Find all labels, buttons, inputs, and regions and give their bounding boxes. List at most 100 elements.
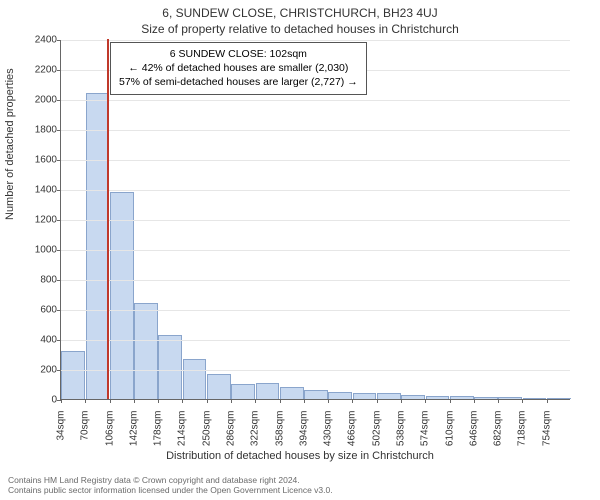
- histogram-bar: [474, 397, 498, 399]
- grid-line: [61, 190, 570, 191]
- grid-line: [61, 250, 570, 251]
- y-tick-label: 2000: [35, 95, 57, 106]
- y-tick-mark: [57, 190, 61, 191]
- chart-title-main: 6, SUNDEW CLOSE, CHRISTCHURCH, BH23 4UJ: [0, 0, 600, 20]
- y-tick-label: 1600: [35, 155, 57, 166]
- y-tick-mark: [57, 340, 61, 341]
- x-tick-label: 142sqm: [128, 411, 139, 447]
- histogram-bar: [328, 392, 352, 400]
- y-tick-mark: [57, 100, 61, 101]
- y-tick-label: 400: [40, 335, 57, 346]
- histogram-bar: [353, 393, 377, 399]
- footer-line2: Contains public sector information licen…: [8, 485, 333, 496]
- x-tick-mark: [280, 399, 281, 403]
- histogram-bar: [401, 395, 425, 400]
- y-tick-mark: [57, 160, 61, 161]
- x-tick-label: 646sqm: [468, 411, 479, 447]
- x-tick-mark: [207, 399, 208, 403]
- x-tick-mark: [328, 399, 329, 403]
- histogram-bar: [280, 387, 304, 399]
- x-tick-mark: [304, 399, 305, 403]
- x-tick-mark: [352, 399, 353, 403]
- x-tick-label: 466sqm: [347, 411, 358, 447]
- y-tick-label: 2200: [35, 65, 57, 76]
- info-callout-box: 6 SUNDEW CLOSE: 102sqm ← 42% of detached…: [110, 42, 367, 95]
- x-tick-mark: [547, 399, 548, 403]
- x-tick-mark: [134, 399, 135, 403]
- x-tick-label: 286sqm: [226, 411, 237, 447]
- x-tick-mark: [158, 399, 159, 403]
- y-axis-label: Number of detached properties: [4, 68, 16, 220]
- footer-attribution: Contains HM Land Registry data © Crown c…: [8, 475, 333, 496]
- x-tick-label: 394sqm: [298, 411, 309, 447]
- grid-line: [61, 130, 570, 131]
- grid-line: [61, 340, 570, 341]
- x-tick-mark: [231, 399, 232, 403]
- histogram-bar: [207, 374, 231, 400]
- histogram-bar: [86, 93, 110, 399]
- y-tick-label: 1200: [35, 215, 57, 226]
- x-tick-label: 430sqm: [323, 411, 334, 447]
- histogram-bar: [183, 359, 207, 400]
- x-tick-label: 502sqm: [371, 411, 382, 447]
- x-tick-mark: [255, 399, 256, 403]
- y-tick-label: 2400: [35, 35, 57, 46]
- y-tick-label: 1400: [35, 185, 57, 196]
- histogram-bar: [498, 397, 522, 399]
- grid-line: [61, 370, 570, 371]
- x-tick-mark: [401, 399, 402, 403]
- y-tick-mark: [57, 40, 61, 41]
- histogram-bar: [231, 384, 255, 399]
- x-tick-label: 718sqm: [517, 411, 528, 447]
- x-tick-mark: [498, 399, 499, 403]
- histogram-bar: [256, 383, 280, 400]
- x-tick-label: 358sqm: [274, 411, 285, 447]
- histogram-bar: [426, 396, 450, 399]
- x-tick-label: 34sqm: [56, 411, 67, 441]
- x-tick-mark: [425, 399, 426, 403]
- x-tick-label: 250sqm: [201, 411, 212, 447]
- histogram-bar: [158, 335, 182, 400]
- histogram-bar: [61, 351, 85, 399]
- y-tick-label: 0: [51, 395, 57, 406]
- y-tick-label: 600: [40, 305, 57, 316]
- grid-line: [61, 310, 570, 311]
- x-tick-mark: [377, 399, 378, 403]
- histogram-bar: [450, 396, 474, 399]
- y-tick-mark: [57, 130, 61, 131]
- x-tick-mark: [85, 399, 86, 403]
- histogram-bar: [304, 390, 328, 399]
- histogram-bar: [523, 398, 547, 400]
- grid-line: [61, 160, 570, 161]
- x-tick-label: 754sqm: [541, 411, 552, 447]
- x-tick-label: 70sqm: [80, 411, 91, 441]
- info-line-larger: 57% of semi-detached houses are larger (…: [119, 75, 358, 89]
- x-tick-label: 214sqm: [177, 411, 188, 447]
- x-tick-label: 538sqm: [396, 411, 407, 447]
- x-tick-label: 682sqm: [493, 411, 504, 447]
- y-tick-mark: [57, 370, 61, 371]
- y-tick-label: 1800: [35, 125, 57, 136]
- x-tick-mark: [450, 399, 451, 403]
- y-tick-mark: [57, 280, 61, 281]
- grid-line: [61, 100, 570, 101]
- y-tick-label: 200: [40, 365, 57, 376]
- histogram-bar: [547, 398, 571, 399]
- x-tick-mark: [110, 399, 111, 403]
- y-tick-mark: [57, 250, 61, 251]
- x-tick-label: 178sqm: [153, 411, 164, 447]
- histogram-bar: [377, 393, 401, 399]
- y-tick-label: 800: [40, 275, 57, 286]
- y-tick-mark: [57, 220, 61, 221]
- x-tick-label: 322sqm: [250, 411, 261, 447]
- x-tick-label: 106sqm: [104, 411, 115, 447]
- footer-line1: Contains HM Land Registry data © Crown c…: [8, 475, 333, 486]
- x-tick-label: 610sqm: [444, 411, 455, 447]
- property-marker-line: [107, 39, 109, 399]
- chart-title-sub: Size of property relative to detached ho…: [0, 20, 600, 36]
- y-tick-label: 1000: [35, 245, 57, 256]
- histogram-bar: [110, 192, 134, 399]
- grid-line: [61, 280, 570, 281]
- histogram-bar: [134, 303, 158, 399]
- grid-line: [61, 40, 570, 41]
